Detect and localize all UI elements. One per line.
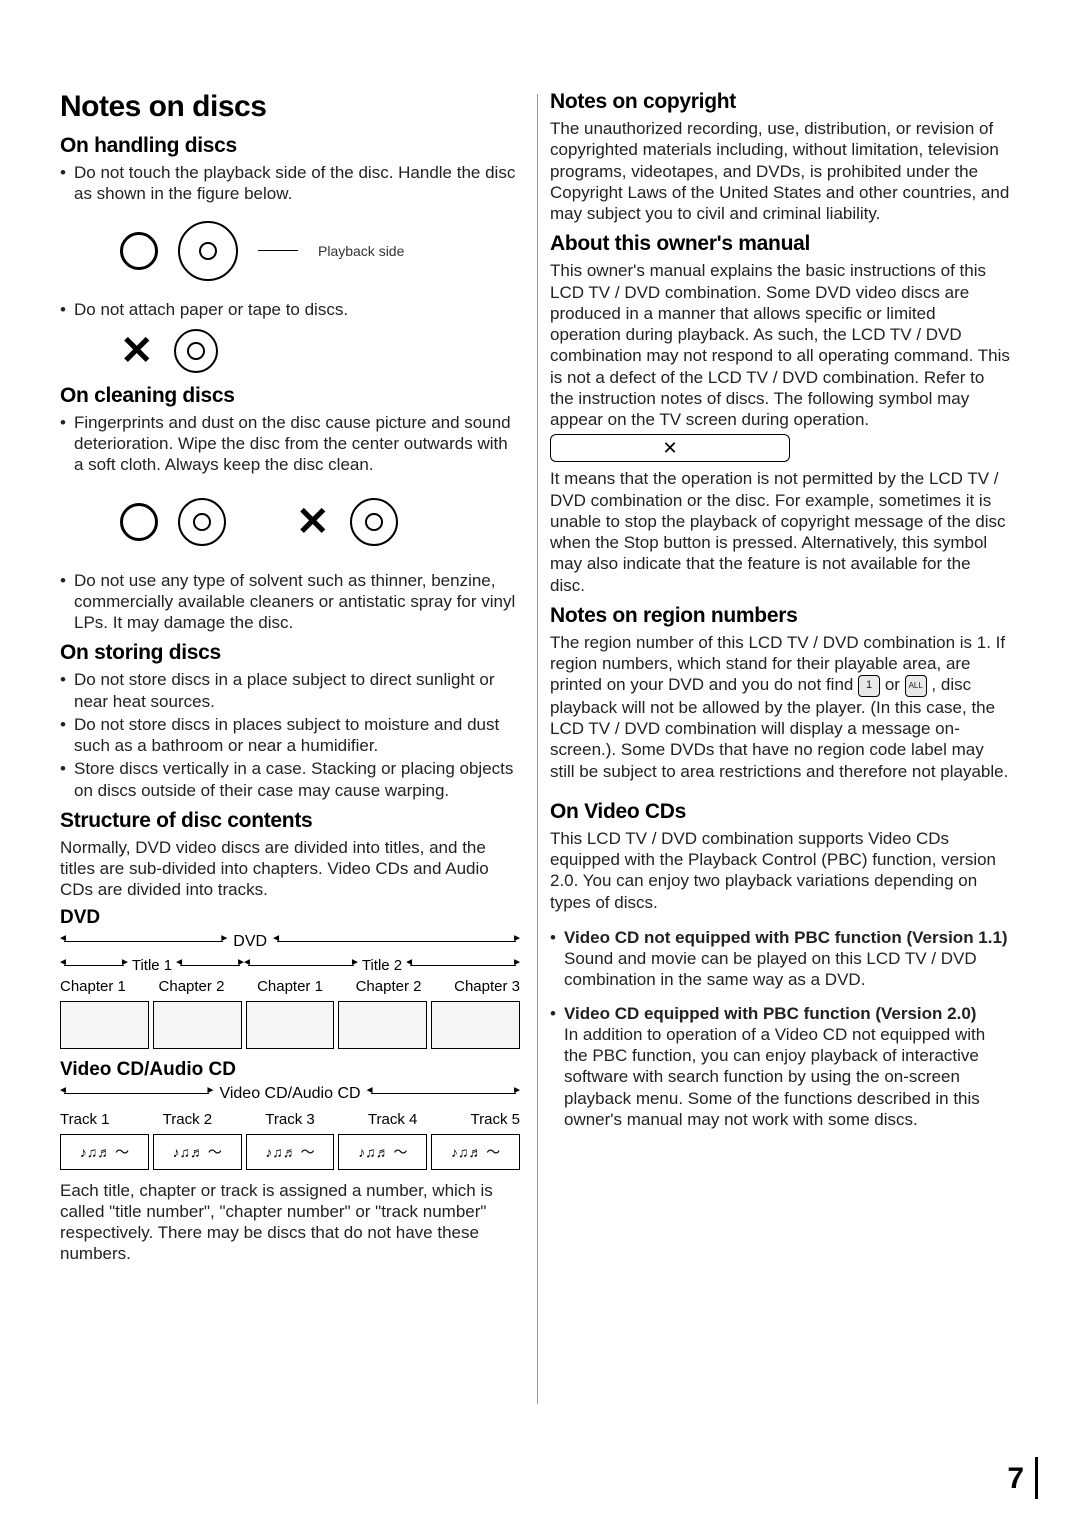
track-thumb: ♪♫♬ ～: [246, 1134, 335, 1170]
track-label: Track 4: [368, 1111, 417, 1128]
videocds-paragraph: This LCD TV / DVD combination supports V…: [550, 828, 1010, 913]
pbc20-heading: Video CD equipped with PBC function (Ver…: [564, 1004, 976, 1023]
chapter-label: Chapter 1: [60, 978, 126, 995]
cleaning-figure: ✕: [60, 482, 520, 562]
pbc20-item: Video CD equipped with PBC function (Ver…: [550, 1003, 1010, 1131]
manual-heading: About this owner's manual: [550, 232, 1010, 256]
track-thumb: ♪♫♬ ～: [153, 1134, 242, 1170]
tape-figure: ✕: [60, 326, 520, 376]
disc-wipe-ok-icon: [178, 498, 226, 546]
storing-heading: On storing discs: [60, 641, 520, 665]
region-paragraph: The region number of this LCD TV / DVD c…: [550, 632, 1010, 782]
dvd-diagram: DVD Title 1 Title 2 Chapter 1 Chapter 2: [60, 933, 520, 1049]
page-columns: Notes on discs On handling discs Do not …: [60, 90, 1030, 1265]
copyright-heading: Notes on copyright: [550, 90, 1010, 114]
region-text-b: or: [885, 675, 905, 694]
track-thumb: ♪♫♬ ～: [338, 1134, 427, 1170]
dvd-thumb: [338, 1001, 427, 1049]
page-number: 7: [1007, 1462, 1024, 1496]
cleaning-bullet-2: Do not use any type of solvent such as t…: [60, 570, 520, 634]
notes-on-discs-title: Notes on discs: [60, 90, 520, 124]
disc-tape-icon: [174, 329, 218, 373]
handling-figure: Playback side: [60, 211, 520, 291]
track-thumb: ♪♫♬ ～: [431, 1134, 520, 1170]
chapter-label: Chapter 3: [454, 978, 520, 995]
x-symbol-icon: ✕: [662, 438, 677, 459]
disc-hand-icon: [178, 221, 238, 281]
dvd-thumb: [153, 1001, 242, 1049]
playback-side-label: Playback side: [318, 243, 404, 259]
chapter-label: Chapter 2: [159, 978, 225, 995]
cd-diagram: Video CD/Audio CD Track 1 Track 2 Track …: [60, 1085, 520, 1170]
cd-heading: Video CD/Audio CD: [60, 1059, 520, 1081]
track-thumb: ♪♫♬ ～: [60, 1134, 149, 1170]
copyright-paragraph: The unauthorized recording, use, distrib…: [550, 118, 1010, 224]
pbc20-text: In addition to operation of a Video CD n…: [564, 1025, 985, 1129]
ok-circle-icon-2: [120, 503, 158, 541]
disc-wipe-bad-icon: [350, 498, 398, 546]
left-column: Notes on discs On handling discs Do not …: [60, 90, 520, 1265]
region-all-icon: ALL: [905, 675, 927, 697]
region-heading: Notes on region numbers: [550, 604, 1010, 628]
storing-bullet-3: Store discs vertically in a case. Stacki…: [60, 758, 520, 801]
chapter-label: Chapter 2: [356, 978, 422, 995]
x-symbol-box: ✕: [550, 434, 790, 462]
title2-label: Title 2: [358, 957, 406, 974]
title1-label: Title 1: [128, 957, 176, 974]
track-label: Track 3: [265, 1111, 314, 1128]
column-divider: [537, 94, 538, 1404]
track-label: Track 1: [60, 1111, 109, 1128]
manual-paragraph-1: This owner's manual explains the basic i…: [550, 260, 1010, 430]
x-mark-icon-2: ✕: [296, 502, 330, 542]
pbc11-heading: Video CD not equipped with PBC function …: [564, 928, 1008, 947]
x-mark-icon: ✕: [120, 331, 154, 371]
line-icon: [258, 250, 298, 251]
region-1-icon: 1: [858, 675, 880, 697]
videocds-heading: On Video CDs: [550, 800, 1010, 824]
right-column: Notes on copyright The unauthorized reco…: [550, 90, 1010, 1265]
storing-bullet-2: Do not store discs in places subject to …: [60, 714, 520, 757]
dvd-heading: DVD: [60, 907, 520, 929]
dvd-thumb: [246, 1001, 335, 1049]
handling-bullet-1: Do not touch the playback side of the di…: [60, 162, 520, 205]
chapter-label: Chapter 1: [257, 978, 323, 995]
dvd-thumb: [60, 1001, 149, 1049]
handling-bullet-2: Do not attach paper or tape to discs.: [60, 299, 520, 320]
structure-heading: Structure of disc contents: [60, 809, 520, 833]
cleaning-bullet-1: Fingerprints and dust on the disc cause …: [60, 412, 520, 476]
manual-paragraph-2: It means that the operation is not permi…: [550, 468, 1010, 596]
footer-paragraph: Each title, chapter or track is assigned…: [60, 1180, 520, 1265]
cd-label: Video CD/Audio CD: [213, 1085, 366, 1103]
dvd-thumb: [431, 1001, 520, 1049]
pbc11-text: Sound and movie can be played on this LC…: [564, 949, 977, 989]
structure-paragraph: Normally, DVD video discs are divided in…: [60, 837, 520, 901]
dvd-label: DVD: [227, 933, 273, 951]
ok-circle-icon: [120, 232, 158, 270]
track-label: Track 2: [163, 1111, 212, 1128]
track-label: Track 5: [471, 1111, 520, 1128]
handling-heading: On handling discs: [60, 134, 520, 158]
storing-bullet-1: Do not store discs in a place subject to…: [60, 669, 520, 712]
cleaning-heading: On cleaning discs: [60, 384, 520, 408]
pbc11-item: Video CD not equipped with PBC function …: [550, 927, 1010, 991]
